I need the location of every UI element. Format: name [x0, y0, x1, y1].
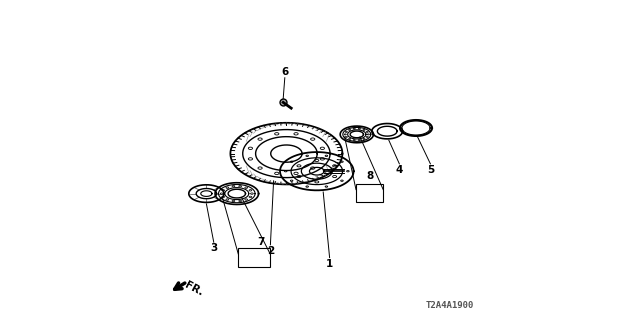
Ellipse shape: [239, 200, 241, 202]
Ellipse shape: [232, 200, 235, 202]
Ellipse shape: [232, 186, 235, 187]
Ellipse shape: [245, 187, 248, 188]
Text: 3: 3: [210, 243, 218, 253]
Ellipse shape: [358, 128, 360, 129]
Ellipse shape: [366, 136, 368, 138]
Ellipse shape: [353, 128, 355, 129]
Ellipse shape: [226, 187, 228, 188]
Text: 7: 7: [257, 236, 264, 247]
Ellipse shape: [366, 131, 368, 132]
Ellipse shape: [363, 129, 365, 131]
Ellipse shape: [346, 136, 348, 138]
Text: 1: 1: [326, 259, 333, 269]
Ellipse shape: [349, 138, 351, 140]
Ellipse shape: [226, 199, 228, 200]
Ellipse shape: [344, 134, 346, 135]
Text: T2A4A1900: T2A4A1900: [425, 301, 474, 310]
Ellipse shape: [363, 138, 365, 140]
Text: FR.: FR.: [183, 280, 205, 298]
Text: 6: 6: [281, 67, 289, 77]
Ellipse shape: [222, 196, 225, 197]
Ellipse shape: [367, 134, 369, 135]
Ellipse shape: [249, 196, 252, 197]
Ellipse shape: [250, 193, 253, 194]
Ellipse shape: [220, 193, 223, 194]
Ellipse shape: [239, 186, 241, 187]
Text: 5: 5: [427, 164, 434, 175]
Text: 2: 2: [267, 246, 274, 256]
Ellipse shape: [222, 190, 225, 191]
Text: 4: 4: [396, 164, 403, 175]
Ellipse shape: [349, 129, 351, 131]
Ellipse shape: [249, 190, 252, 191]
Ellipse shape: [245, 199, 248, 200]
Text: 8: 8: [366, 171, 373, 181]
Ellipse shape: [346, 131, 348, 132]
